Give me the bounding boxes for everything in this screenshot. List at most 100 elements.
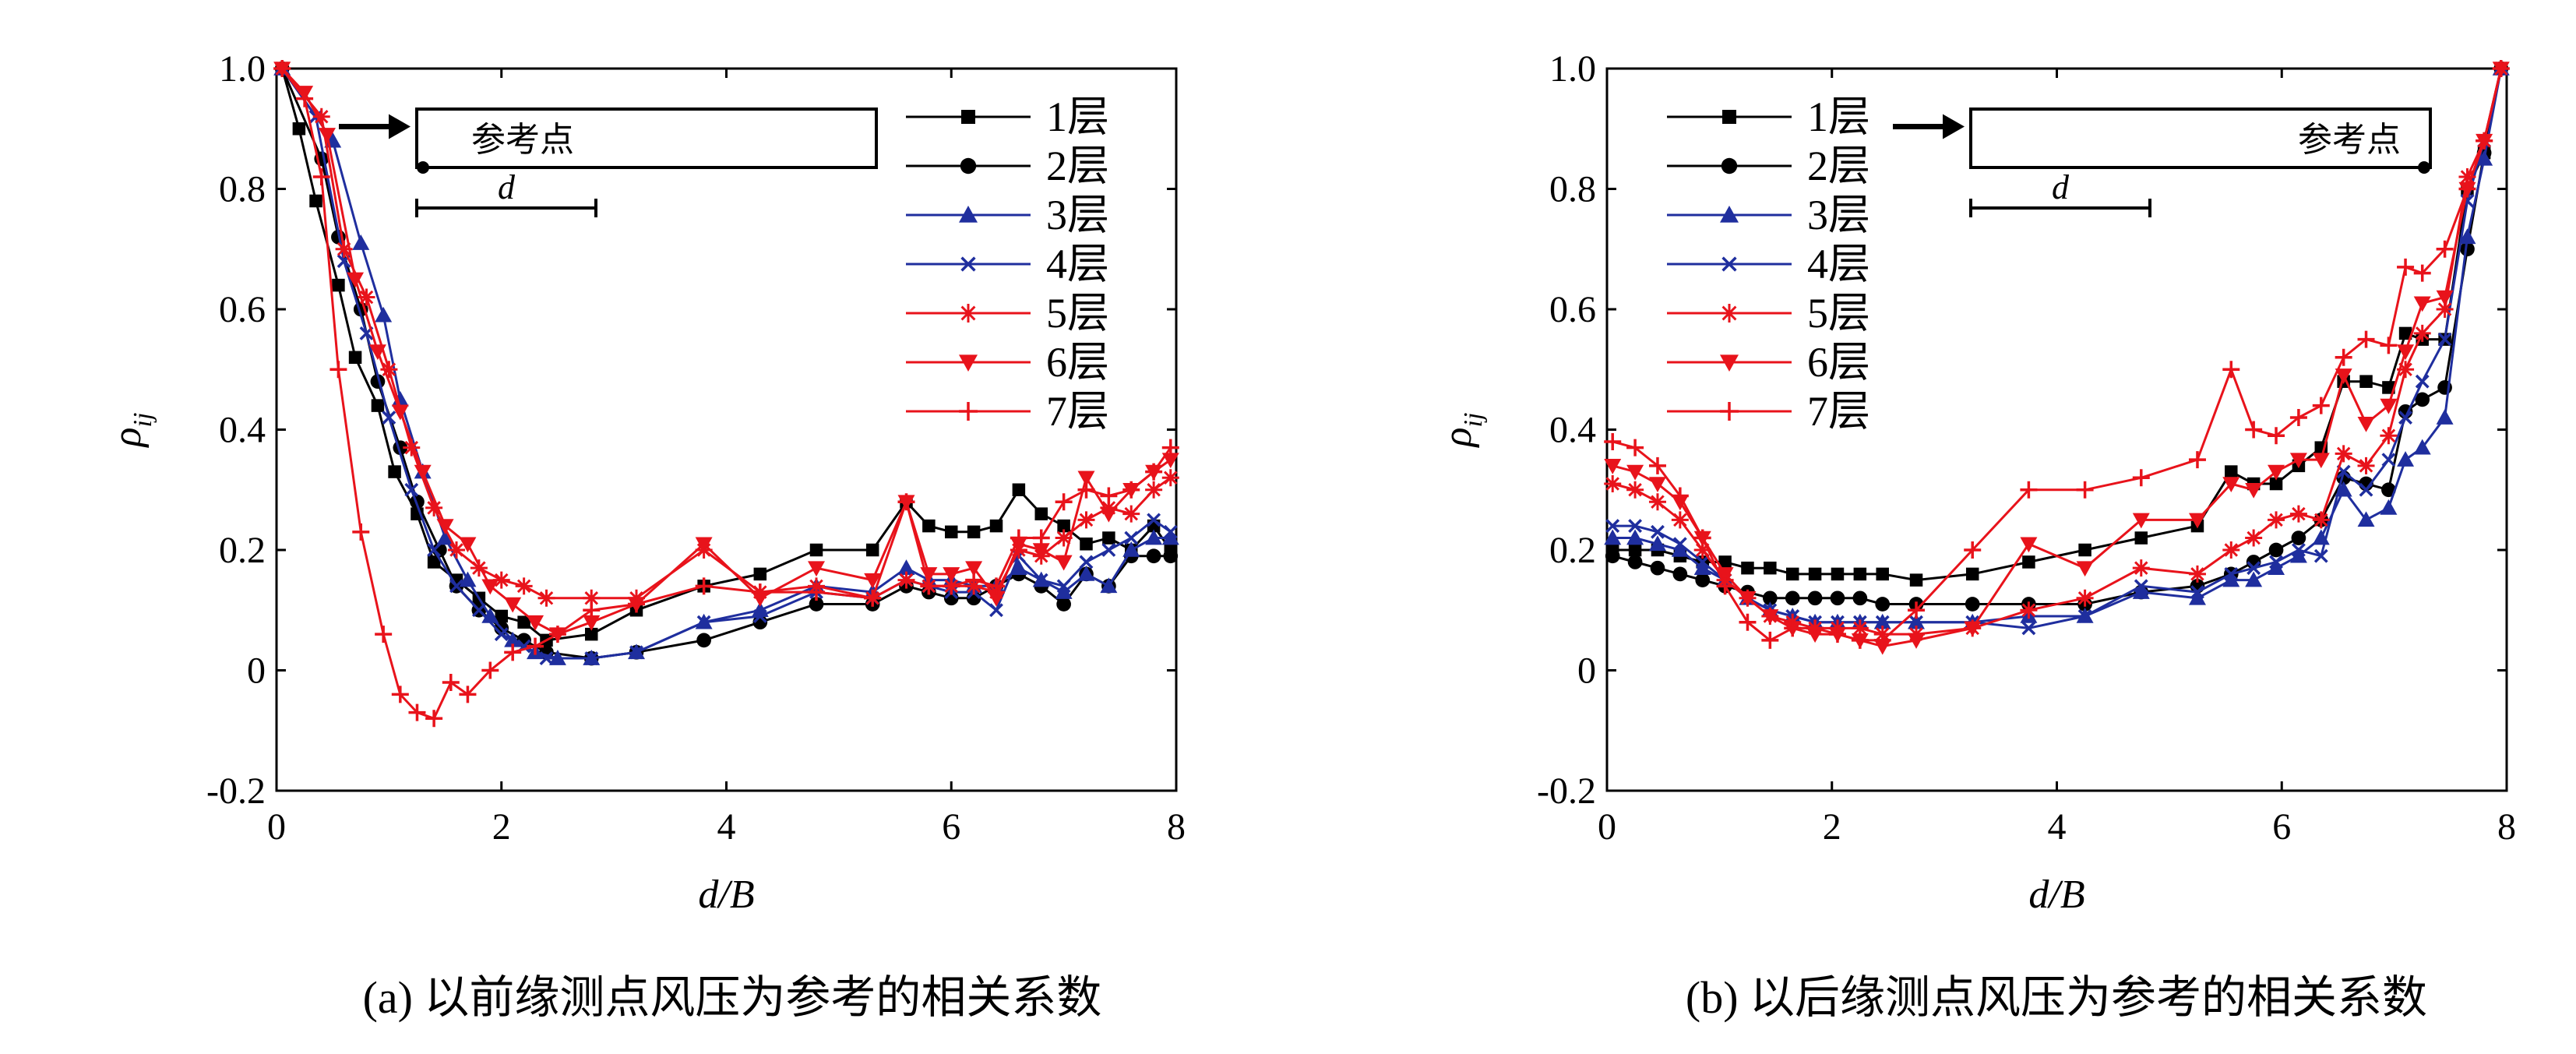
data-point: [2312, 397, 2330, 414]
y-tick-label: 0.8: [1549, 169, 1596, 210]
panel-caption: (a) 以前缘测点风压为参考的相关系数: [363, 972, 1102, 1023]
data-point: [967, 525, 981, 539]
data-point: [2222, 361, 2240, 379]
data-point: [1077, 471, 1095, 487]
data-point: [1964, 541, 1982, 559]
data-point: [2335, 348, 2352, 366]
data-point: [2291, 531, 2306, 545]
data-point: [583, 615, 601, 631]
data-point: [1077, 481, 1095, 499]
data-point: [2380, 337, 2398, 354]
data-point: [2476, 132, 2493, 150]
legend-label: 3层: [1046, 192, 1109, 238]
data-point: [414, 464, 432, 481]
panel-a: 0 2 4 6 8-0.200.20.40.60.81.0d/Bρij1层2层3层4层5…: [105, 48, 1186, 1023]
legend-marker: [961, 110, 975, 124]
data-point: [2268, 542, 2284, 558]
data-point: [1716, 567, 1734, 583]
data-point: [1807, 590, 1823, 606]
data-point: [1764, 561, 1777, 575]
data-point: [988, 591, 1005, 607]
data-point: [809, 597, 824, 612]
data-point: [425, 710, 443, 728]
data-point: [1761, 631, 1779, 649]
data-point: [2413, 296, 2431, 312]
data-point: [335, 240, 353, 258]
data-point: [1100, 506, 1118, 523]
data-point: [943, 567, 960, 583]
series-7层: [1604, 60, 2510, 649]
data-point: [2397, 361, 2415, 379]
data-point: [2190, 585, 2204, 600]
data-point: [695, 537, 713, 553]
legend-marker: [959, 206, 978, 223]
legend-label: 2层: [1807, 143, 1870, 189]
x-tick-label: 2: [1823, 806, 1841, 848]
data-point: [1146, 548, 1161, 564]
y-axis-title: ρij: [105, 413, 157, 449]
data-point: [1853, 567, 1867, 581]
data-point: [2476, 150, 2493, 166]
data-point: [2289, 547, 2307, 563]
data-point: [1122, 505, 1140, 523]
data-point: [2415, 392, 2430, 407]
data-point: [1010, 559, 1027, 575]
data-point: [1808, 567, 1822, 581]
data-point: [1055, 555, 1073, 571]
data-point: [2291, 543, 2306, 557]
data-point: [436, 519, 454, 535]
y-tick-label: -0.2: [1537, 770, 1596, 812]
data-point: [2132, 583, 2150, 599]
data-point: [696, 633, 711, 648]
building-outline: [415, 108, 878, 169]
data-point: [2382, 381, 2395, 394]
data-point: [2245, 421, 2263, 439]
data-point: [864, 573, 882, 589]
data-point: [1741, 561, 1754, 575]
data-point: [2247, 561, 2261, 576]
data-point: [1762, 590, 1778, 606]
legend-marker: [959, 402, 978, 421]
data-point: [1650, 560, 1665, 576]
data-point: [2132, 469, 2150, 487]
data-point: [2398, 326, 2412, 340]
data-point: [809, 543, 823, 557]
data-point: [1627, 555, 1643, 569]
data-point: [2359, 482, 2373, 497]
data-point: [2437, 332, 2452, 347]
data-point: [585, 627, 598, 641]
x-axis-title: d/B: [698, 872, 754, 917]
data-point: [2359, 375, 2373, 388]
legend-label: 1层: [1046, 93, 1109, 140]
data-point: [380, 361, 398, 379]
data-point: [358, 288, 375, 306]
y-axis-title: ρij: [1436, 413, 1488, 449]
data-point: [753, 567, 767, 581]
data-point: [2357, 511, 2375, 527]
data-point: [2458, 228, 2476, 245]
data-point: [1032, 529, 1050, 547]
building-outline: [1969, 108, 2432, 169]
data-point: [527, 615, 544, 631]
legend-marker: [960, 157, 977, 174]
data-point: [1695, 573, 1711, 587]
data-point: [1785, 590, 1800, 606]
data-point: [1628, 543, 1642, 557]
data-point: [1034, 573, 1048, 587]
wind-arrow-head: [389, 114, 411, 139]
data-point: [312, 168, 330, 186]
data-point: [2076, 589, 2094, 607]
data-point: [2381, 482, 2396, 498]
data-point: [408, 703, 426, 721]
data-point: [471, 603, 486, 618]
legend-marker: [1720, 354, 1739, 372]
data-point: [1145, 529, 1163, 545]
data-point: [1122, 541, 1140, 557]
data-point: [2222, 571, 2240, 587]
data-point: [1806, 619, 1824, 637]
data-point: [2222, 477, 2240, 493]
data-point: [2076, 481, 2094, 499]
data-point: [1852, 590, 1868, 606]
data-point: [1145, 481, 1163, 499]
